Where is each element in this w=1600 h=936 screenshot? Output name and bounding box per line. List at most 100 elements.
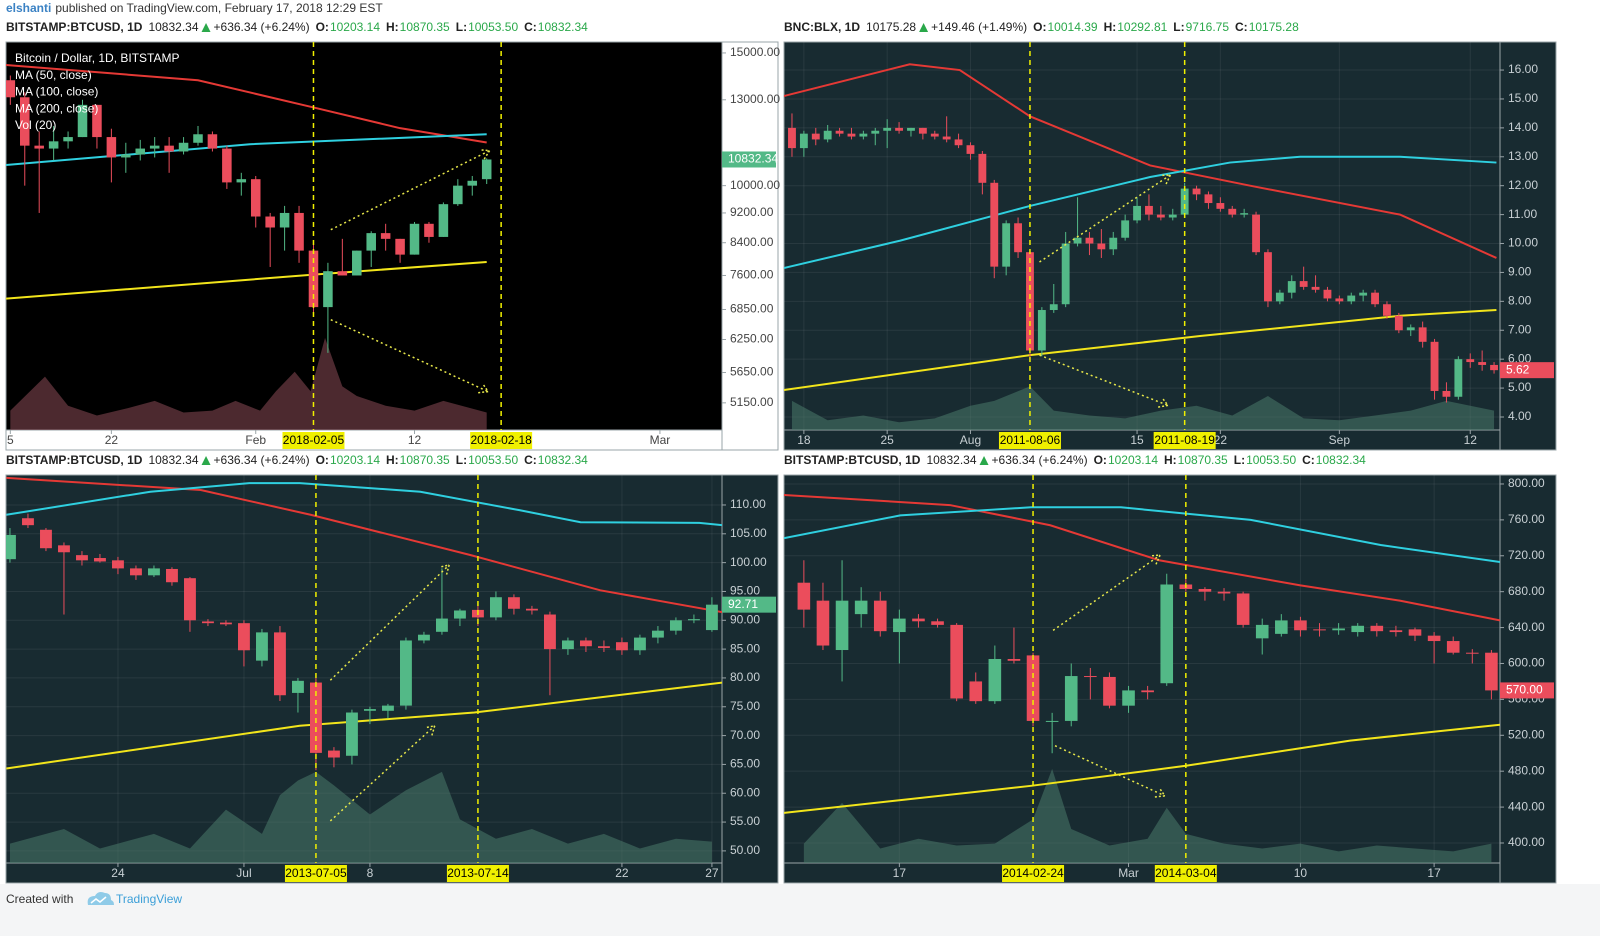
symbol: BITSTAMP:BTCUSD, 1D [784, 453, 921, 467]
candle-body [164, 145, 174, 152]
candle-body [893, 618, 906, 633]
candle-body [1442, 390, 1451, 397]
candle-body [1252, 214, 1260, 253]
candle-body [811, 133, 820, 140]
ohlc-value: 10053.50 [1246, 453, 1296, 467]
ohlc-key: O: [316, 453, 329, 467]
arrow-head [1160, 174, 1172, 185]
candle-body [1168, 214, 1177, 218]
candle-body [930, 133, 939, 137]
candle-body [799, 133, 808, 149]
candle-body [438, 204, 449, 237]
candle-body [525, 608, 538, 611]
last-price-label: 570.00 [1506, 683, 1543, 697]
candle-body [669, 620, 682, 631]
candle-body [1192, 188, 1201, 195]
candle-body [931, 621, 944, 625]
candle-body [859, 133, 868, 137]
panel-border [5, 41, 779, 451]
candle-body [1216, 203, 1225, 209]
publish-info: published on TradingView.com, February 1… [55, 1, 383, 15]
date-marker-label: 2018-02-18 [470, 433, 532, 447]
ohlc-value: 10203.14 [330, 453, 380, 467]
trend-arrow [1052, 554, 1161, 631]
y-tick-label: 5.00 [1508, 380, 1532, 394]
candle-body [1002, 223, 1011, 267]
trend-arrow [1039, 174, 1171, 263]
ohlc-value: 10203.14 [330, 20, 380, 34]
candle-body [1406, 327, 1415, 331]
last-price-label: 10832.34 [728, 152, 778, 166]
y-tick-label: 70.00 [730, 728, 760, 742]
y-tick-label: 95.00 [730, 584, 760, 598]
candle-body [1026, 655, 1040, 721]
candle-body [148, 568, 160, 576]
y-tick-label: 6250.00 [730, 332, 774, 346]
candle-body [453, 610, 466, 619]
y-tick-label: 6.00 [1508, 351, 1532, 365]
candle-body [1466, 359, 1475, 363]
candle-body [220, 622, 232, 625]
candle-body [1466, 652, 1479, 654]
y-tick-label: 16.00 [1508, 62, 1538, 76]
tradingview-logo[interactable] [87, 892, 114, 905]
candle-body [76, 555, 88, 561]
candle-body [705, 604, 718, 631]
candle-body [265, 216, 275, 228]
candle-body [1109, 237, 1118, 250]
candle-body [381, 705, 394, 711]
change: +636.34 (+6.24%) [992, 453, 1088, 467]
candle-body [1133, 205, 1141, 221]
candle-body [34, 145, 44, 149]
y-tick-label: 80.00 [730, 670, 760, 684]
candle-body [48, 141, 59, 149]
panel-border [783, 41, 1557, 451]
last-value: 10832.34 [926, 453, 976, 467]
y-tick-label: 680.00 [1508, 584, 1545, 598]
candle-body [854, 600, 868, 615]
y-tick-label: 8.00 [1508, 294, 1532, 308]
candle-body [1037, 310, 1046, 351]
candle-body [1026, 252, 1034, 351]
moving-average [6, 482, 722, 527]
candle-body [561, 640, 574, 650]
ohlc-value: 10175.28 [1249, 20, 1299, 34]
legend-entry: MA (50, close) [15, 68, 92, 82]
candle-body [1294, 620, 1307, 631]
candle-body [1085, 237, 1094, 244]
candle-body [6, 534, 16, 560]
ohlc-value: 10832.34 [538, 453, 588, 467]
author[interactable]: elshanti [6, 1, 51, 15]
candle-body [1073, 237, 1082, 244]
y-tick-label: 85.00 [730, 641, 760, 655]
y-tick-label: 9.00 [1508, 265, 1532, 279]
date-marker-label: 2013-07-14 [447, 866, 509, 880]
y-tick-label: 400.00 [1508, 835, 1545, 849]
candle-body [1311, 286, 1320, 290]
panel-border [783, 474, 1557, 884]
x-tick-label: Mar [650, 433, 671, 447]
date-marker-label: 2013-07-05 [285, 866, 347, 880]
y-tick-label: 15.00 [1508, 91, 1538, 105]
candle-body [58, 545, 70, 553]
footer-brand[interactable]: TradingView [116, 892, 182, 906]
y-tick-label: 10000.00 [730, 178, 780, 192]
x-tick-label: 18 [797, 433, 811, 447]
candle-body [687, 619, 700, 621]
candle-body [651, 630, 664, 638]
price-axis-background [722, 475, 778, 883]
date-marker-box [1153, 432, 1216, 449]
y-tick-label: 600.00 [1508, 656, 1545, 670]
price-axis-background [1500, 42, 1556, 450]
candle-body [1332, 628, 1345, 631]
candle-body [1313, 629, 1326, 631]
ohlc-value: 10014.39 [1048, 20, 1098, 34]
candle-body [988, 658, 1002, 702]
date-marker-label: 2014-02-24 [1002, 866, 1064, 880]
candle-body [236, 179, 247, 183]
y-tick-label: 14.00 [1508, 120, 1538, 134]
x-tick-label: 22 [105, 433, 119, 447]
ohlc-value: 9716.75 [1186, 20, 1230, 34]
volume-area [791, 386, 1495, 430]
plot-background [6, 475, 722, 863]
